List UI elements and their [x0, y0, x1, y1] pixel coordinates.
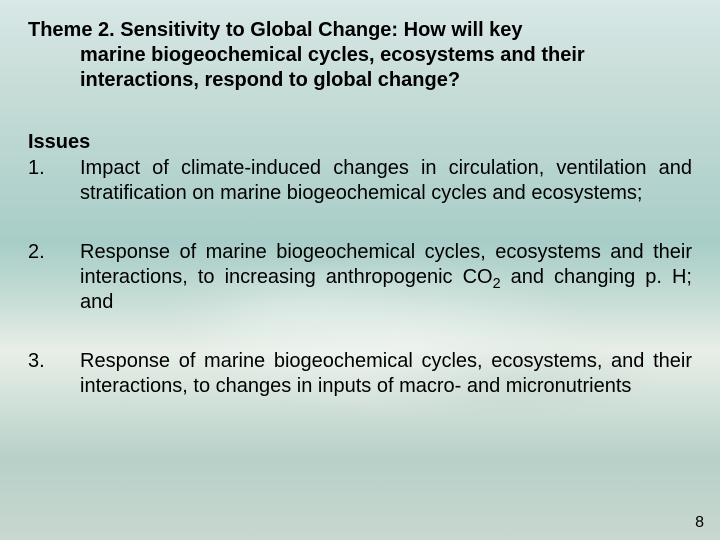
list-item: 3. Response of marine biogeochemical cyc…: [28, 349, 692, 399]
issues-heading: Issues: [28, 131, 692, 154]
item2-subscript: 2: [493, 276, 501, 292]
list-item-text: Impact of climate-induced changes in cir…: [80, 156, 692, 206]
list-item-text: Response of marine biogeochemical cycles…: [80, 240, 692, 315]
page-number: 8: [695, 514, 704, 532]
list-item-number: 3.: [28, 349, 80, 399]
list-item-text: Response of marine biogeochemical cycles…: [80, 349, 692, 399]
slide-content: Theme 2. Sensitivity to Global Change: H…: [0, 0, 720, 540]
title-line-3: interactions, respond to global change?: [28, 68, 692, 93]
list-item-number: 2.: [28, 240, 80, 315]
list-item: 2. Response of marine biogeochemical cyc…: [28, 240, 692, 315]
list-item-number: 1.: [28, 156, 80, 206]
slide-title: Theme 2. Sensitivity to Global Change: H…: [28, 18, 692, 93]
title-line-2: marine biogeochemical cycles, ecosystems…: [28, 43, 692, 68]
title-line-1: Theme 2. Sensitivity to Global Change: H…: [28, 19, 523, 41]
list-item: 1. Impact of climate-induced changes in …: [28, 156, 692, 206]
